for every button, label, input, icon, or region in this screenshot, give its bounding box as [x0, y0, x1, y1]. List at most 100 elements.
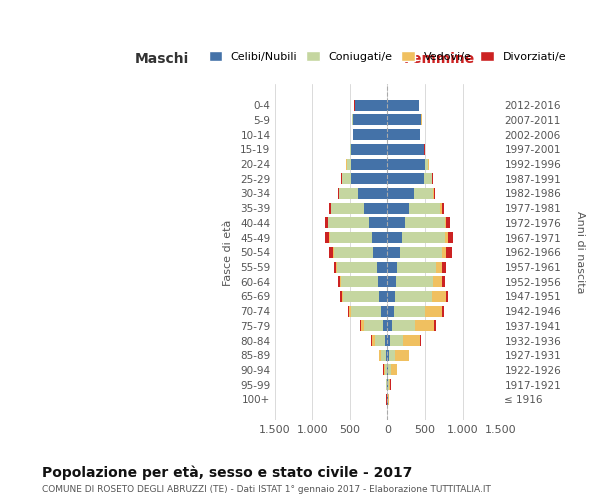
Bar [391, 364, 397, 376]
Bar [350, 158, 388, 170]
Bar [361, 320, 364, 332]
Bar [400, 247, 442, 258]
Y-axis label: Fasce di età: Fasce di età [223, 219, 233, 286]
Bar [388, 100, 419, 111]
Bar [380, 306, 388, 316]
Bar [341, 276, 379, 287]
Bar [360, 320, 361, 332]
Bar [381, 350, 386, 361]
Bar [388, 276, 395, 287]
Bar [350, 306, 380, 316]
Bar [383, 364, 385, 376]
Bar [338, 276, 340, 287]
Bar [355, 100, 388, 111]
Bar [388, 174, 424, 184]
Bar [358, 188, 388, 199]
Bar [395, 276, 433, 287]
Bar [442, 276, 445, 287]
Bar [388, 320, 392, 332]
Bar [368, 218, 388, 228]
Bar [388, 158, 425, 170]
Bar [350, 144, 352, 155]
Bar [403, 335, 420, 346]
Bar [388, 232, 402, 243]
Bar [386, 379, 387, 390]
Bar [341, 291, 343, 302]
Bar [389, 379, 391, 390]
Bar [434, 188, 435, 199]
Bar [334, 262, 337, 272]
Bar [425, 306, 442, 316]
Bar [388, 144, 424, 155]
Bar [388, 262, 397, 272]
Bar [340, 291, 341, 302]
Bar [446, 247, 452, 258]
Bar [328, 218, 368, 228]
Bar [334, 247, 373, 258]
Bar [371, 232, 388, 243]
Bar [446, 291, 448, 302]
Bar [415, 320, 434, 332]
Bar [329, 232, 371, 243]
Bar [433, 188, 434, 199]
Bar [376, 335, 385, 346]
Bar [386, 364, 388, 376]
Text: Popolazione per età, sesso e stato civile - 2017: Popolazione per età, sesso e stato civil… [42, 465, 412, 479]
Bar [325, 218, 328, 228]
Bar [425, 158, 428, 170]
Bar [388, 379, 389, 390]
Bar [394, 306, 425, 316]
Bar [388, 394, 389, 405]
Bar [377, 262, 388, 272]
Bar [339, 188, 358, 199]
Bar [347, 306, 349, 316]
Bar [442, 306, 444, 316]
Y-axis label: Anni di nascita: Anni di nascita [575, 211, 585, 294]
Bar [442, 247, 446, 258]
Bar [353, 129, 388, 140]
Bar [388, 129, 420, 140]
Bar [388, 218, 405, 228]
Bar [445, 232, 448, 243]
Text: Femmine: Femmine [404, 52, 475, 66]
Bar [347, 158, 350, 170]
Bar [388, 335, 389, 346]
Bar [434, 320, 436, 332]
Bar [352, 174, 388, 184]
Text: COMUNE DI ROSETO DEGLI ABRUZZI (TE) - Dati ISTAT 1° gennaio 2017 - Elaborazione : COMUNE DI ROSETO DEGLI ABRUZZI (TE) - Da… [42, 485, 491, 494]
Bar [440, 202, 442, 213]
Bar [364, 202, 388, 213]
Bar [424, 174, 432, 184]
Bar [388, 247, 400, 258]
Bar [432, 291, 446, 302]
Bar [409, 202, 440, 213]
Bar [442, 262, 446, 272]
Bar [415, 188, 433, 199]
Bar [379, 350, 381, 361]
Bar [379, 276, 388, 287]
Bar [442, 202, 444, 213]
Bar [352, 144, 388, 155]
Bar [325, 232, 329, 243]
Bar [373, 247, 388, 258]
Legend: Celibi/Nubili, Coniugati/e, Vedovi/e, Divorziati/e: Celibi/Nubili, Coniugati/e, Vedovi/e, Di… [204, 46, 571, 66]
Bar [340, 276, 341, 287]
Bar [383, 320, 388, 332]
Bar [386, 350, 388, 361]
Bar [389, 350, 395, 361]
Bar [364, 320, 383, 332]
Bar [388, 202, 409, 213]
Bar [433, 276, 442, 287]
Bar [445, 218, 446, 228]
Bar [392, 320, 415, 332]
Bar [343, 291, 379, 302]
Bar [395, 291, 432, 302]
Text: Maschi: Maschi [135, 52, 189, 66]
Bar [385, 335, 388, 346]
Bar [341, 174, 342, 184]
Bar [338, 188, 339, 199]
Bar [353, 114, 388, 126]
Bar [388, 306, 394, 316]
Bar [448, 232, 453, 243]
Bar [420, 335, 421, 346]
